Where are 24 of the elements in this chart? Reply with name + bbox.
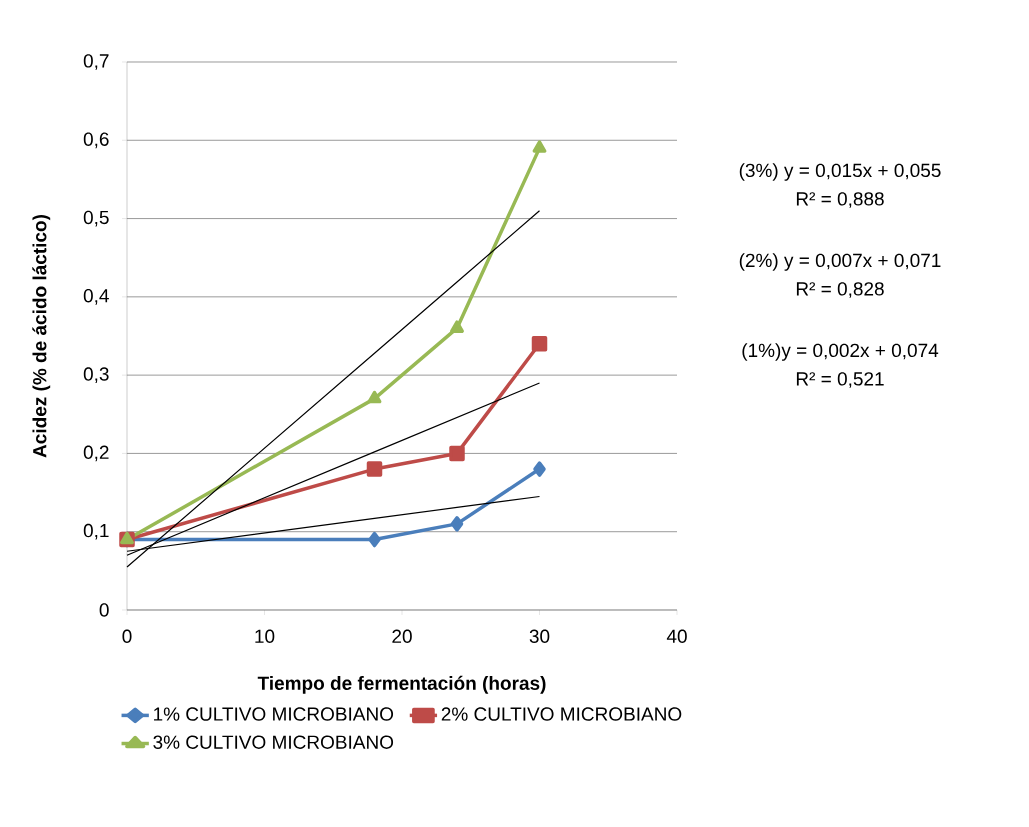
text: R² = 0,521 <box>796 372 884 388</box>
text: R² = 0,888 <box>796 192 884 208</box>
text: (1%)y = 0,002x + 0,074 <box>742 343 939 361</box>
text: R² = 0,828 <box>796 282 884 298</box>
y-tick-label: 0,3 <box>83 367 109 383</box>
y-tick-label: 0,1 <box>83 523 109 540</box>
text: (3%) y = 0,015x + 0,055 <box>739 163 941 181</box>
y-tick-label: 0,4 <box>83 289 109 305</box>
text: (2%) y = 0,007x + 0,071 <box>739 253 941 271</box>
legend-label: 1% CULTIVO MICROBIANO <box>154 707 394 721</box>
x-axis-title: Tiempo de fermentación (horas) <box>257 675 546 694</box>
y-tick-label: 0,6 <box>83 132 109 149</box>
y-tick-label: 0 <box>99 603 109 617</box>
y-tick-label: 0,5 <box>83 210 109 227</box>
y-axis-title: Acidez (% de ácido láctico) <box>32 215 51 458</box>
legend-label: 3% CULTIVO MICROBIANO <box>153 735 394 749</box>
x-tick-label: 40 <box>666 629 687 643</box>
y-tick-label: 0,7 <box>83 54 109 70</box>
x-tick-label: 30 <box>529 629 550 643</box>
x-tick-label: 10 <box>255 629 275 643</box>
legend-label: 2% CULTIVO MICROBIANO <box>441 707 682 721</box>
x-tick-label: 20 <box>392 629 412 643</box>
x-tick-label: 0 <box>122 629 132 643</box>
y-tick-label: 0,2 <box>83 445 109 462</box>
